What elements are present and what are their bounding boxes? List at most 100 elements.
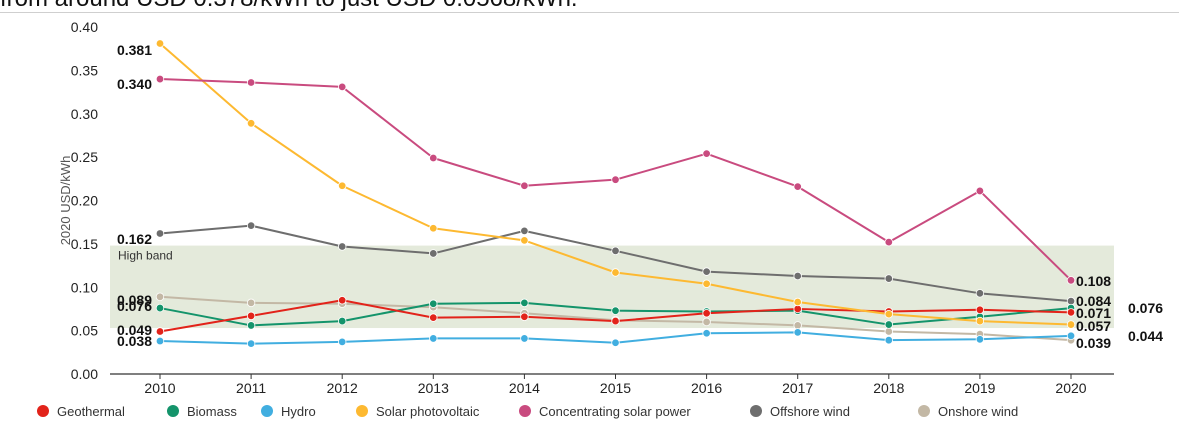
solar-photovoltaic-point — [611, 268, 620, 277]
offshore-wind-point — [611, 246, 620, 256]
concentrating-solar-power-point — [1066, 276, 1076, 285]
concentrating-solar-power-point — [429, 153, 438, 163]
onshore-wind-point — [702, 317, 711, 327]
offshore-wind-start-label: 0.162 — [117, 231, 152, 247]
geothermal-legend-marker — [37, 405, 49, 417]
solar-photovoltaic-point — [520, 236, 529, 245]
solar-photovoltaic-legend-marker — [356, 405, 368, 417]
hydro-start-label: 0.038 — [117, 333, 152, 349]
solar-photovoltaic-point — [338, 181, 347, 190]
biomass-legend-marker — [167, 405, 179, 417]
hydro-point — [155, 336, 165, 346]
hydro-end-label: 0.044 — [1128, 328, 1163, 344]
onshore-wind-legend-label: Onshore wind — [938, 404, 1018, 419]
high-band-label: High band — [118, 249, 173, 263]
y-axis-label: 2020 USD/kWh — [58, 156, 73, 246]
geothermal-point — [611, 316, 620, 326]
offshore-wind-point — [429, 249, 438, 258]
hydro-point — [246, 339, 256, 348]
offshore-wind-point — [1066, 296, 1076, 306]
hydro-point — [884, 335, 893, 345]
hydro-point — [611, 338, 620, 347]
offshore-wind-point — [338, 242, 347, 251]
solar-photovoltaic-point — [246, 119, 256, 128]
offshore-wind-point — [793, 271, 802, 281]
biomass-end-label: 0.076 — [1128, 300, 1163, 316]
geothermal-end-label: 0.071 — [1076, 305, 1111, 321]
concentrating-solar-power-point — [975, 186, 985, 196]
offshore-wind-point — [884, 274, 893, 283]
offshore-wind-legend-label: Offshore wind — [770, 404, 850, 419]
onshore-wind-point — [246, 298, 256, 308]
x-tick-label: 2019 — [964, 380, 995, 396]
hydro-point — [1066, 331, 1076, 341]
solar-photovoltaic-point — [702, 279, 711, 288]
onshore-wind-point — [155, 292, 165, 301]
solar-photovoltaic-end-label: 0.057 — [1076, 318, 1111, 334]
x-tick-label: 2018 — [873, 380, 904, 396]
concentrating-solar-power-legend-label: Concentrating solar power — [539, 404, 691, 419]
geothermal-point — [702, 309, 711, 318]
onshore-wind-legend-marker — [918, 405, 930, 417]
offshore-wind-point — [975, 289, 985, 298]
x-tick-label: 2015 — [600, 380, 631, 396]
biomass-point — [520, 298, 529, 308]
concentrating-solar-power-start-label: 0.340 — [117, 76, 152, 92]
concentrating-solar-power-point — [793, 182, 802, 191]
hydro-point — [520, 334, 529, 343]
geothermal-point — [520, 312, 529, 321]
x-tick-label: 2011 — [236, 380, 266, 396]
offshore-wind-end-label: 0.084 — [1076, 293, 1111, 309]
concentrating-solar-power-point — [884, 237, 893, 247]
geothermal-point — [793, 304, 802, 314]
y-tick-label: 0.00 — [71, 366, 98, 382]
concentrating-solar-power-point — [246, 78, 256, 87]
y-tick-label: 0.25 — [71, 149, 98, 165]
hydro-point — [793, 328, 802, 337]
concentrating-solar-power-point — [155, 74, 165, 84]
onshore-wind-point — [884, 327, 893, 336]
biomass-point — [246, 321, 256, 330]
hydro-point — [338, 337, 347, 347]
solar-photovoltaic-legend-label: Solar photovoltaic — [376, 404, 480, 419]
onshore-wind-start-label: 0.089 — [117, 292, 152, 308]
x-tick-label: 2020 — [1055, 380, 1086, 396]
concentrating-solar-power-point — [611, 175, 620, 184]
geothermal-legend-label: Geothermal — [57, 404, 125, 419]
solar-photovoltaic-point — [884, 309, 893, 319]
x-tick-label: 2012 — [327, 380, 358, 396]
biomass-point — [884, 320, 893, 329]
geothermal-point — [246, 311, 256, 321]
concentrating-solar-power-point — [338, 82, 347, 92]
hydro-legend-marker — [261, 405, 273, 417]
hydro-point — [702, 329, 711, 338]
offshore-wind-point — [246, 221, 256, 230]
x-tick-label: 2017 — [782, 380, 813, 396]
biomass-point — [611, 306, 620, 315]
offshore-wind-point — [155, 229, 165, 238]
hydro-legend-label: Hydro — [281, 404, 316, 419]
concentrating-solar-power-end-label: 0.108 — [1076, 273, 1111, 289]
x-tick-label: 2014 — [509, 380, 540, 396]
top-divider — [0, 12, 1179, 13]
concentrating-solar-power-legend-marker — [519, 405, 531, 417]
geothermal-point — [1066, 308, 1076, 317]
x-tick-label: 2013 — [418, 380, 449, 396]
y-tick-label: 0.40 — [71, 19, 98, 35]
biomass-start-label: 0.076 — [117, 298, 152, 314]
onshore-wind-end-label: 0.039 — [1076, 335, 1111, 351]
hydro-point — [975, 335, 985, 344]
y-tick-label: 0.10 — [71, 279, 98, 295]
geothermal-start-label: 0.049 — [117, 322, 152, 338]
solar-photovoltaic-point — [429, 224, 438, 233]
y-tick-label: 0.05 — [71, 323, 98, 339]
offshore-wind-legend-marker — [750, 405, 762, 417]
high-band — [110, 245, 1114, 329]
x-tick-label: 2010 — [144, 380, 175, 396]
y-tick-label: 0.35 — [71, 62, 98, 78]
solar-photovoltaic-point — [155, 39, 165, 48]
onshore-wind-point — [793, 321, 802, 330]
concentrating-solar-power-point — [702, 149, 711, 158]
y-tick-label: 0.30 — [71, 106, 98, 122]
